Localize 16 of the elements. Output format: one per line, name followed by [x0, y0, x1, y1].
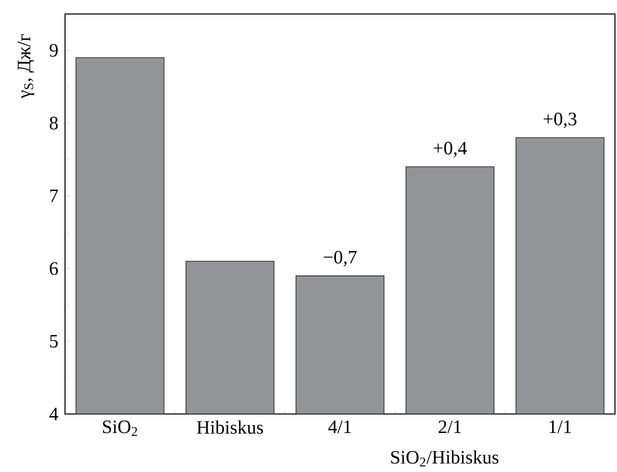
y-tick-label: 4 — [49, 408, 58, 420]
x-tick-label: 2/1 — [438, 420, 461, 434]
y-tick-label: 9 — [50, 44, 58, 57]
y-tick-label: 6 — [50, 262, 58, 275]
annotation: +0,4 — [434, 142, 467, 158]
x-tick-label: Hibiskus — [196, 420, 263, 434]
x-tick-label: SiO$_{2}$ — [102, 420, 138, 436]
y-tick-label: 7 — [50, 190, 58, 202]
x-tick-label: 4/1 — [328, 420, 351, 434]
x-tick-label: 1/1 — [550, 420, 571, 434]
y-tick-label: 8 — [50, 116, 58, 130]
x-axis-title: SiO$_{2}$/Hibiskus — [391, 450, 498, 466]
y-tick-label: 5 — [50, 334, 58, 348]
annotation: +0,3 — [544, 112, 576, 128]
y-axis-title: γ$_{S}$, Дж/г — [18, 34, 34, 98]
annotation: −0,7 — [324, 250, 357, 266]
